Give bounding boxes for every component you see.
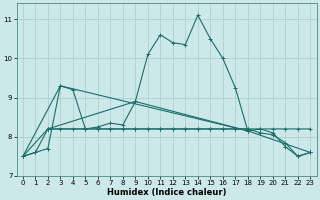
X-axis label: Humidex (Indice chaleur): Humidex (Indice chaleur) [107,188,226,197]
